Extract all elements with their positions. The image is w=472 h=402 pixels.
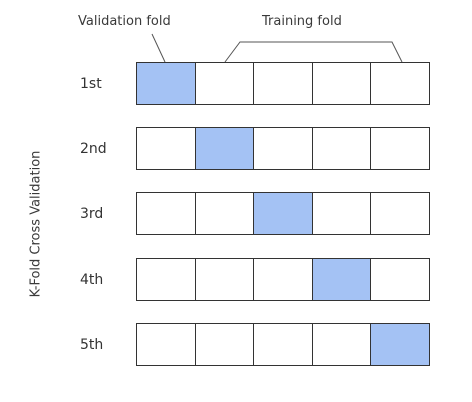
validation-fold-cell [312, 258, 372, 301]
training-fold-cell [195, 323, 255, 366]
row-label: 3rd [80, 206, 104, 222]
training-fold-cell [371, 258, 430, 301]
y-axis-label: K-Fold Cross Validation [28, 150, 44, 298]
validation-fold-cell [254, 192, 313, 235]
row-label: 4th [80, 272, 104, 288]
training-fold-cell [312, 62, 372, 105]
training-fold-cell [312, 192, 372, 235]
row-label: 5th [80, 337, 104, 353]
training-fold-cell [312, 127, 372, 170]
training-fold-cell [312, 323, 372, 366]
training-fold-cell [195, 62, 255, 105]
training-fold-cell [136, 323, 196, 366]
training-fold-cell [195, 258, 255, 301]
validation-fold-cell [195, 127, 255, 170]
row-label: 1st [80, 76, 102, 92]
fold-row [136, 127, 430, 170]
training-bracket [224, 41, 403, 63]
validation-fold-cell [371, 323, 430, 366]
training-fold-cell [371, 127, 430, 170]
validation-fold-label: Validation fold [78, 14, 171, 29]
validation-pointer-line [151, 33, 166, 63]
row-label: 2nd [80, 141, 107, 157]
training-fold-cell [371, 62, 430, 105]
training-fold-cell [136, 258, 196, 301]
validation-fold-cell [136, 62, 196, 105]
training-fold-cell [136, 192, 196, 235]
training-fold-cell [254, 62, 313, 105]
training-fold-cell [254, 127, 313, 170]
fold-row [136, 258, 430, 301]
fold-row [136, 323, 430, 366]
training-fold-cell [136, 127, 196, 170]
training-fold-cell [254, 258, 313, 301]
training-fold-cell [254, 323, 313, 366]
training-fold-cell [371, 192, 430, 235]
fold-row [136, 192, 430, 235]
training-fold-label: Training fold [262, 14, 342, 29]
fold-row [136, 62, 430, 105]
training-fold-cell [195, 192, 255, 235]
